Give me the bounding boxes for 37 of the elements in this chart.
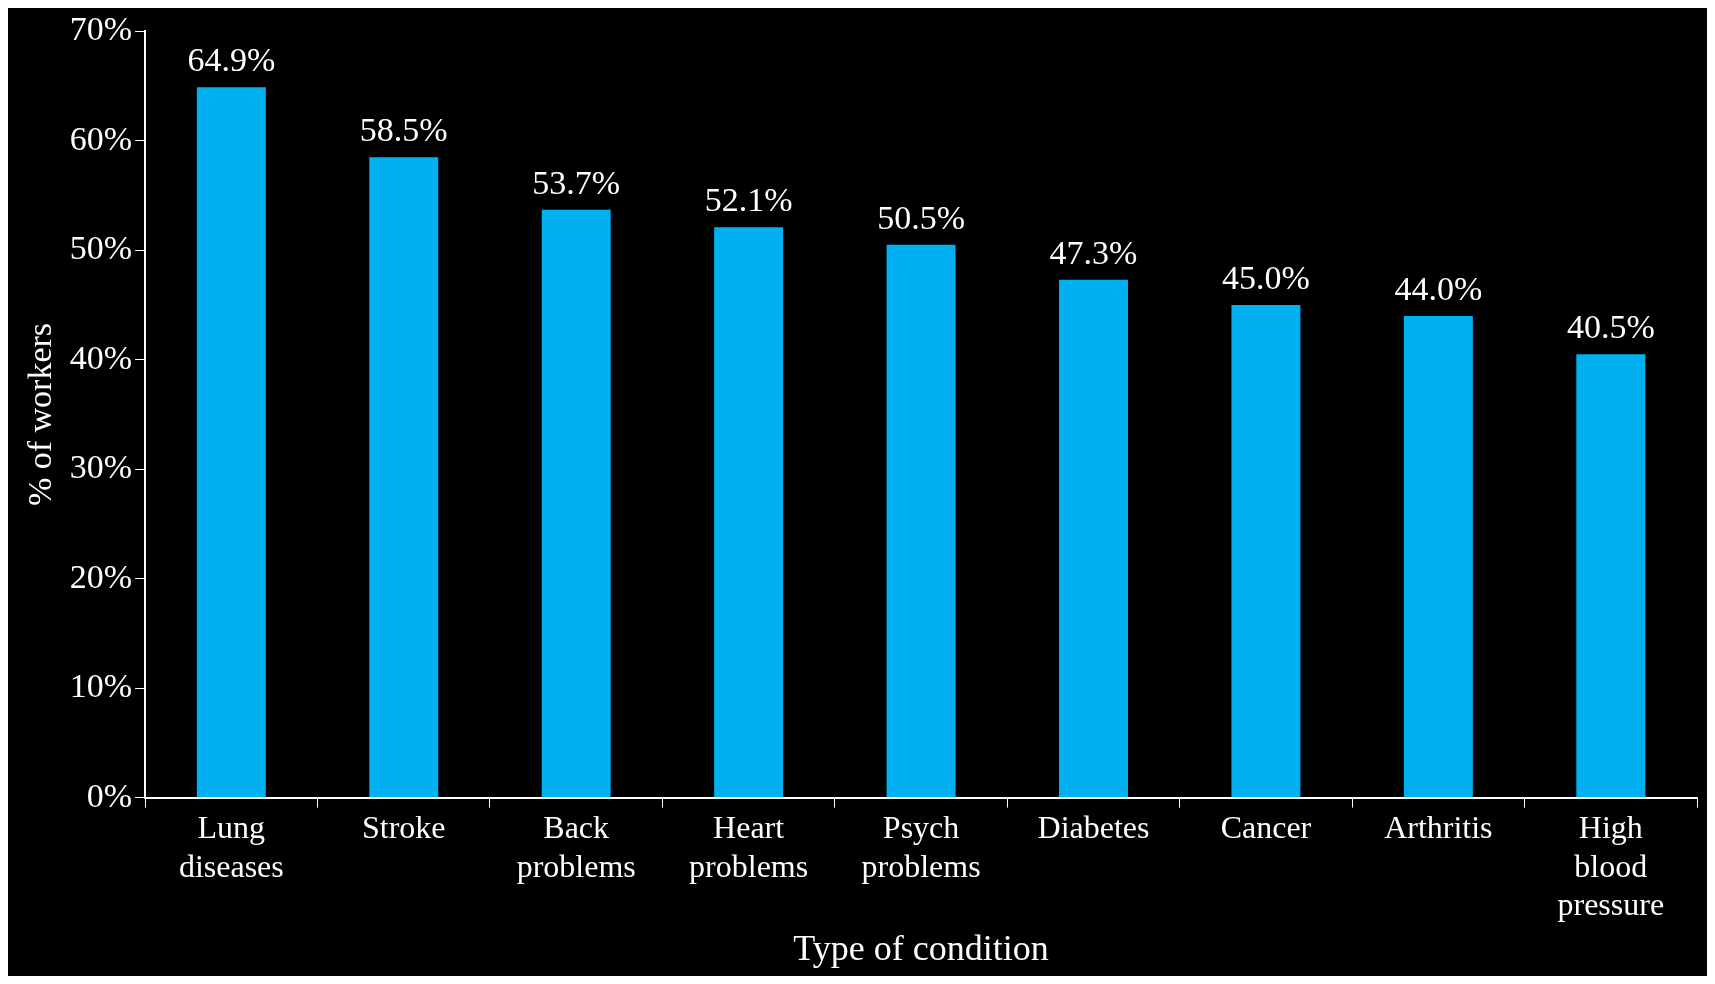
x-tick-label: Heart problems [689, 809, 809, 884]
y-tick-label: 50% [69, 229, 133, 267]
data-label: 44.0% [1394, 269, 1483, 307]
data-label: 45.0% [1222, 258, 1310, 296]
bar [714, 227, 784, 798]
data-label: 53.7% [532, 163, 621, 201]
data-label: 52.1% [704, 181, 793, 219]
bar [541, 209, 611, 798]
x-axis-title: Type of condition [793, 927, 1049, 968]
data-label: 47.3% [1049, 233, 1138, 271]
data-label: 50.5% [877, 198, 965, 236]
y-tick-label: 40% [69, 338, 133, 376]
bar [1059, 279, 1128, 798]
bar [196, 87, 266, 798]
bar [369, 157, 439, 798]
x-tick-label: Back problems [516, 809, 636, 884]
x-tick-label: Arthritis [1384, 809, 1493, 846]
bar [886, 244, 956, 798]
data-label: 58.5% [359, 111, 448, 149]
data-label: 40.5% [1566, 308, 1655, 346]
x-tick-label: High blood pressure [1557, 809, 1665, 923]
bar [1403, 315, 1473, 798]
x-tick-label: Diabetes [1037, 809, 1150, 846]
x-tick-label: Stroke [362, 809, 446, 846]
data-label: 64.9% [187, 41, 276, 79]
x-tick-label: Psych problems [861, 809, 981, 884]
x-tick-label: Lung diseases [178, 809, 284, 884]
y-tick-label: 10% [69, 667, 133, 705]
bar [1231, 305, 1301, 798]
y-tick-label: 30% [69, 448, 133, 486]
bar [1576, 354, 1646, 798]
y-axis-title: % of workers [21, 322, 59, 507]
y-tick-label: 0% [86, 776, 133, 814]
y-tick-label: 70% [69, 10, 133, 48]
y-tick-label: 60% [69, 119, 133, 157]
y-tick-label: 20% [69, 557, 133, 595]
x-tick-label: Cancer [1220, 809, 1312, 846]
